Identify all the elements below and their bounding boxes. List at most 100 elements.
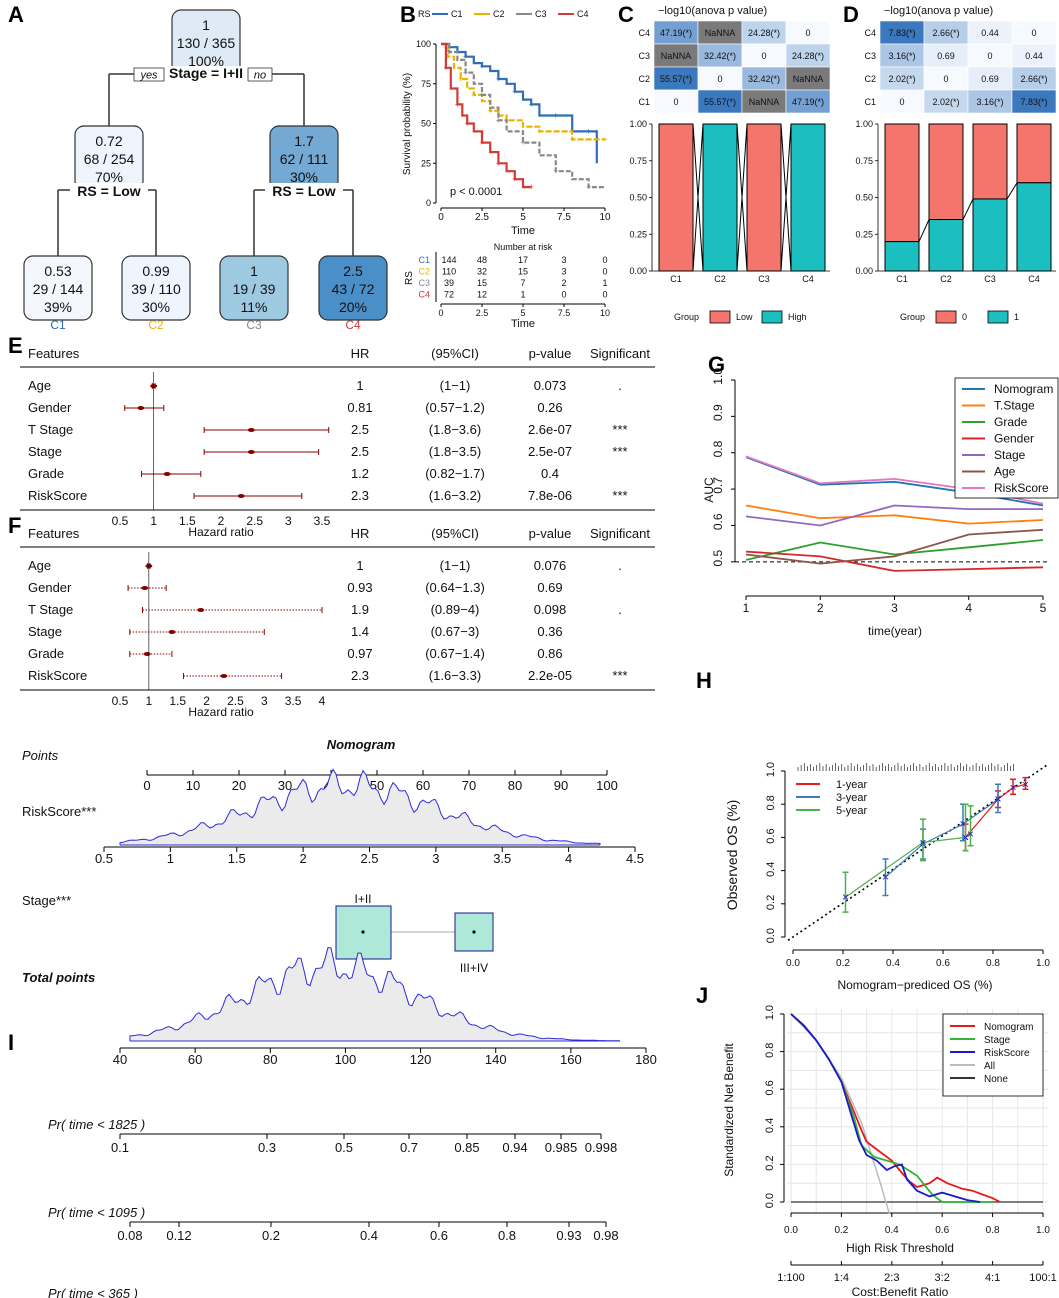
censor-mark: +	[463, 68, 468, 78]
forest-header: Features	[28, 346, 80, 361]
heatmap-cell-value: 32.42(*)	[704, 51, 736, 61]
risk-count: 39	[444, 278, 454, 288]
censor-mark: +	[537, 126, 542, 136]
tree-node-value: 0.53	[44, 263, 71, 279]
legend-swatch-salmon	[935, 310, 957, 324]
tree-node-percent: 100%	[188, 53, 224, 69]
risk-count: 72	[444, 290, 454, 300]
forest-hr-point	[237, 494, 245, 498]
forest-sig: ***	[612, 422, 627, 437]
heatmap-row-label: C1	[864, 97, 876, 107]
y-tick-label: 1.0	[711, 368, 725, 385]
forest-x-tick: 2.5	[227, 694, 244, 708]
heatmap-row-label: C2	[864, 74, 876, 84]
calibration-point: ×	[1022, 777, 1029, 791]
heatmap-title: −log10(anova p value)	[884, 5, 993, 17]
riskscore-tick-label: 4.5	[626, 851, 644, 866]
riskscore-density	[119, 768, 601, 845]
forest-ci: (0.82−1.7)	[425, 466, 485, 481]
riskscore-label: RiskScore***	[22, 804, 96, 819]
calibration-line-1-year	[965, 783, 1026, 838]
tree-node-value: 1	[202, 17, 210, 33]
points-tick-label: 30	[278, 778, 292, 793]
forest-x-title: Hazard ratio	[188, 525, 254, 539]
bar-y-tick-label: 0.50	[855, 193, 873, 203]
forest-hr-point	[247, 428, 255, 432]
forest-hr: 1	[356, 378, 363, 393]
forest-sig: .	[618, 602, 622, 617]
heatmap-cell-value: 0.44	[1025, 51, 1043, 61]
bar-x-label: C4	[1028, 274, 1040, 284]
bar-segment-salmon	[658, 123, 694, 272]
pr-tick-label: 0.6	[430, 1228, 448, 1243]
bar-y-tick-label: 0.00	[629, 266, 647, 276]
x-axis-title: time(year)	[868, 624, 922, 638]
riskscore-tick-label: 2.5	[360, 851, 378, 866]
heatmap-row-label: C4	[638, 28, 650, 38]
heatmap-cell-value: 0	[1031, 28, 1036, 38]
forest-ci: (0.64−1.3)	[425, 580, 485, 595]
tree-node-value: 0.72	[95, 133, 122, 149]
censor-mark: +	[553, 166, 558, 176]
y-tick-label: 25	[421, 158, 431, 168]
forest-p: 0.36	[537, 624, 562, 639]
forest-p: 0.4	[541, 466, 559, 481]
legend-box	[954, 377, 1059, 499]
forest-x-tick: 1	[146, 694, 153, 708]
bar-segment-teal	[702, 123, 738, 272]
total-tick-label: 160	[560, 1052, 582, 1067]
bar-segment-teal	[972, 198, 1008, 272]
calibration-line-5-year	[845, 833, 971, 898]
bar-segment-teal	[884, 241, 920, 272]
forest-hr: 2.5	[351, 422, 369, 437]
y-tick-label: 0	[426, 198, 431, 208]
points-tick-label: 60	[416, 778, 430, 793]
legend-label: C3	[535, 9, 547, 19]
risk-row-label: C2	[418, 267, 430, 277]
forest-feature: RiskScore	[28, 668, 87, 683]
bar-connector	[962, 198, 974, 220]
forest-hr: 0.81	[347, 400, 372, 415]
split-label: RS = Low	[77, 183, 141, 199]
heatmap-cell-value: 55.57(*)	[704, 97, 736, 107]
forest-x-tick: 4	[319, 694, 326, 708]
total-tick-label: 120	[410, 1052, 432, 1067]
bar-connector	[692, 123, 704, 272]
bar-y-tick-label: 0.25	[629, 229, 647, 239]
pr-tick-label: 0.7	[400, 1140, 418, 1155]
x-tick-label: 0.8	[986, 958, 1000, 969]
censor-mark: +	[479, 138, 484, 148]
heatmap-cell-value: 55.57(*)	[660, 74, 692, 84]
branch-label-yes: yes	[139, 70, 158, 82]
riskscore-tick-label: 1.5	[228, 851, 246, 866]
heatmap-cell-value: 24.28(*)	[792, 51, 824, 61]
risk-x-title: Time	[511, 318, 535, 330]
x-tick-label: 2	[817, 601, 824, 615]
tree-node-value: 1.7	[294, 133, 314, 149]
forest-x-tick: 1	[150, 514, 157, 528]
forest-hr: 2.3	[351, 488, 369, 503]
calibration-point: ×	[967, 827, 974, 841]
branch-yes-box	[133, 67, 165, 82]
censor-mark: +	[479, 90, 484, 100]
legend-title: Group	[674, 312, 699, 322]
censor-mark: +	[479, 61, 484, 71]
forest-p: 0.69	[537, 580, 562, 595]
censor-mark: +	[465, 119, 470, 129]
risk-count: 1	[602, 278, 607, 288]
censor-mark: +	[512, 87, 517, 97]
risk-count: 1	[520, 290, 525, 300]
forest-ci: (1−1)	[440, 558, 471, 573]
pr-label: Pr( time < 365 )	[48, 1286, 138, 1298]
tree-node	[219, 255, 289, 321]
bar-segment-salmon	[928, 123, 964, 221]
forest-hr-point	[137, 406, 145, 410]
x-tick-label: 1.0	[1036, 958, 1050, 969]
x-tick-label: 4	[965, 601, 972, 615]
y-tick-label: 1.0	[765, 762, 777, 777]
stage-label: Stage***	[22, 893, 71, 908]
heatmap-cell-value: 0	[761, 51, 766, 61]
pr-tick-label: 0.985	[545, 1140, 578, 1155]
forest-ci: (0.67−3)	[431, 624, 480, 639]
forest-sig: ***	[612, 668, 627, 683]
